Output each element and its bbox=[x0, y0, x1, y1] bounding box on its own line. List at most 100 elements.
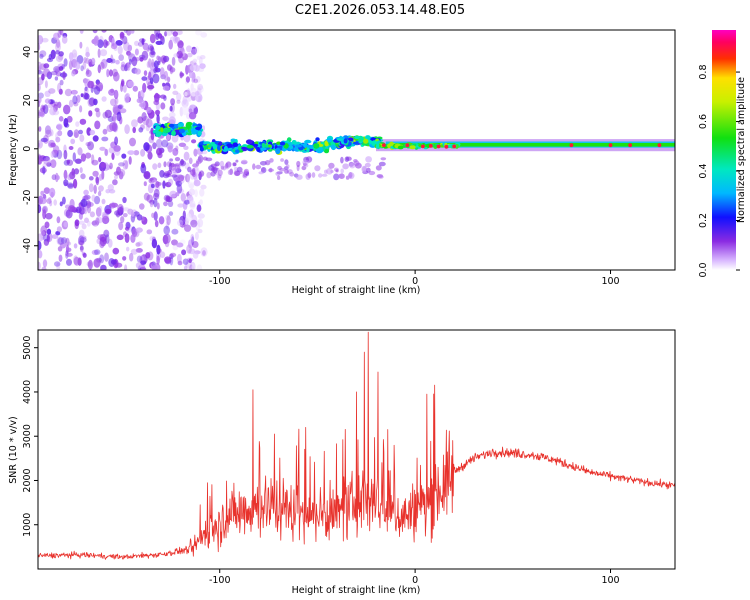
heatmap-cell bbox=[234, 166, 238, 171]
heatmap-cell bbox=[75, 61, 81, 70]
heatmap-cell bbox=[54, 68, 60, 74]
heatmap-cell bbox=[217, 169, 223, 176]
heatmap-cell bbox=[73, 168, 80, 175]
heatmap-cell bbox=[105, 208, 112, 214]
heatmap-cell bbox=[155, 181, 160, 188]
heatmap-cell bbox=[43, 187, 51, 195]
heatmap-cell bbox=[240, 159, 248, 165]
spectrogram-heatmap bbox=[38, 30, 675, 270]
heatmap-cell bbox=[151, 238, 158, 249]
heatmap-cell bbox=[83, 194, 91, 200]
heatmap-cell bbox=[55, 54, 63, 63]
heatmap-cell bbox=[50, 71, 58, 76]
heatmap-cell bbox=[122, 213, 128, 218]
heatmap-cell bbox=[120, 216, 125, 224]
heatmap-cell bbox=[98, 205, 103, 213]
heatmap-cell bbox=[167, 145, 173, 153]
heatmap-cell bbox=[163, 55, 170, 63]
heatmap-cell bbox=[143, 70, 148, 76]
heatmap-cell bbox=[54, 76, 59, 81]
heatmap-cell bbox=[199, 146, 204, 152]
heatmap-cell bbox=[165, 30, 173, 36]
colorbar-tick-label: 0.0 bbox=[698, 262, 709, 277]
heatmap-cell bbox=[48, 88, 56, 94]
heatmap-cell bbox=[52, 145, 60, 154]
heatmap-cell bbox=[192, 252, 199, 259]
heatmap-cell bbox=[95, 217, 100, 226]
heatmap-cell bbox=[107, 184, 115, 191]
figure-title: C2E1.2026.053.14.48.E05 bbox=[295, 3, 465, 18]
heatmap-cell bbox=[115, 114, 121, 121]
heatmap-cell bbox=[111, 58, 116, 64]
heatmap-cell bbox=[68, 146, 74, 150]
heatmap-cell bbox=[295, 144, 302, 148]
heatmap-cell bbox=[182, 258, 189, 265]
heatmap-cell bbox=[120, 64, 126, 72]
heatmap-cell bbox=[42, 165, 46, 175]
heatmap-cell bbox=[199, 63, 206, 69]
y-tick-label: 4000 bbox=[22, 380, 33, 404]
heatmap-cell bbox=[163, 161, 167, 168]
heatmap-cell bbox=[168, 112, 176, 118]
heatmap-cell bbox=[255, 164, 262, 170]
heatmap-cell bbox=[134, 68, 141, 75]
heatmap-cell bbox=[123, 84, 127, 93]
heatmap-cell bbox=[42, 194, 47, 199]
heatmap-cell bbox=[140, 149, 146, 157]
heatmap-cell bbox=[185, 76, 190, 83]
heatmap-cell bbox=[156, 255, 160, 265]
heatmap-cell bbox=[174, 157, 181, 162]
heatmap-cell bbox=[147, 151, 153, 160]
heatmap-cell bbox=[150, 183, 155, 189]
heatmap-cell bbox=[99, 236, 107, 247]
heatmap-cell bbox=[108, 69, 113, 77]
snr-y-label: SNR (10 * v/v) bbox=[8, 416, 19, 484]
heatmap-cell bbox=[191, 263, 196, 270]
x-tick-label: 100 bbox=[601, 575, 619, 586]
heatmap-peak bbox=[436, 144, 441, 149]
heatmap-cell bbox=[116, 234, 124, 241]
y-tick-label: -40 bbox=[22, 238, 33, 254]
colorbar-gradient bbox=[712, 30, 736, 270]
heatmap-cell bbox=[165, 195, 170, 202]
heatmap-cell bbox=[151, 58, 155, 68]
heatmap-cell bbox=[94, 107, 100, 112]
heatmap-cell bbox=[38, 195, 44, 205]
heatmap-cell bbox=[38, 61, 43, 71]
heatmap-cell bbox=[189, 71, 194, 79]
heatmap-cell bbox=[397, 145, 404, 150]
heatmap-cell bbox=[162, 180, 166, 189]
heatmap-cell bbox=[66, 182, 74, 188]
heatmap-cell bbox=[42, 259, 48, 268]
heatmap-cell bbox=[139, 267, 147, 270]
heatmap-cell bbox=[275, 147, 281, 155]
heatmap-cell bbox=[106, 68, 110, 78]
heatmap-cell bbox=[252, 163, 256, 170]
heatmap-cell bbox=[258, 171, 264, 175]
heatmap-cell bbox=[199, 188, 205, 197]
heatmap-cell bbox=[122, 256, 127, 261]
heatmap-cell bbox=[217, 145, 221, 152]
heatmap-cell bbox=[101, 136, 109, 142]
heatmap-cell bbox=[55, 136, 61, 143]
heatmap-cell bbox=[348, 137, 354, 142]
heatmap-cell bbox=[148, 71, 152, 81]
x-tick-label: -100 bbox=[209, 276, 231, 287]
heatmap-cell bbox=[155, 125, 161, 131]
heatmap-cell bbox=[92, 135, 99, 142]
heatmap-cell bbox=[56, 226, 63, 233]
heatmap-cell bbox=[187, 52, 193, 58]
heatmap-cell bbox=[189, 104, 196, 109]
heatmap-cell bbox=[78, 207, 86, 215]
heatmap-cell bbox=[177, 260, 183, 266]
heatmap-cell bbox=[199, 144, 203, 148]
heatmap-cell bbox=[38, 100, 41, 108]
heatmap-cell bbox=[237, 170, 244, 175]
heatmap-cell bbox=[61, 64, 65, 70]
heatmap-cell bbox=[85, 57, 89, 64]
heatmap-cell bbox=[65, 250, 69, 259]
heatmap-cell bbox=[62, 104, 71, 115]
heatmap-cell bbox=[62, 71, 66, 80]
heatmap-cell bbox=[101, 30, 107, 33]
heatmap-cell bbox=[197, 83, 204, 91]
